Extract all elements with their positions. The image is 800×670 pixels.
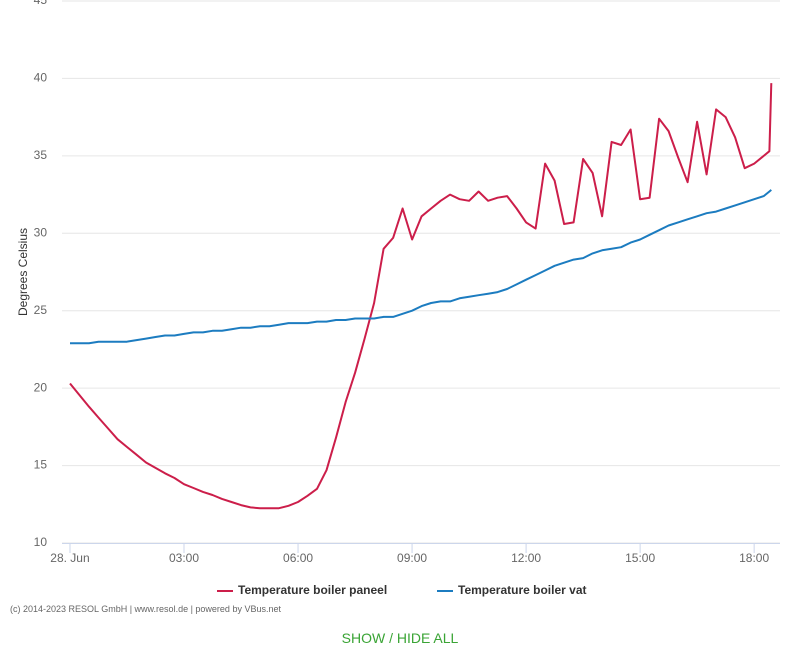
y-tick-label: 40 xyxy=(34,71,48,85)
legend-label[interactable]: Temperature boiler paneel xyxy=(238,583,387,597)
legend-label[interactable]: Temperature boiler vat xyxy=(458,583,586,597)
x-tick-label: 12:00 xyxy=(511,551,541,565)
y-tick-label: 15 xyxy=(34,458,48,472)
series-line xyxy=(70,189,772,345)
series-line xyxy=(69,83,773,510)
y-tick-label: 30 xyxy=(34,225,48,239)
chart: Degrees Celsius 10 15 20 25 30 35 40 45 28. Jun 0… xyxy=(16,0,780,597)
show-hide-all[interactable]: SHOW / HIDE ALL xyxy=(341,630,459,646)
y-tick-label: 45 xyxy=(34,0,48,7)
y-axis-label: Degrees Celsius xyxy=(16,228,30,316)
x-tick-label: 06:00 xyxy=(283,551,313,565)
x-tick-label: 09:00 xyxy=(397,551,427,565)
y-tick-label: 20 xyxy=(34,380,48,394)
y-tick-label: 35 xyxy=(34,148,48,162)
x-tick-label: 15:00 xyxy=(625,551,655,565)
x-tick-label: 28. Jun xyxy=(50,551,89,565)
footer: (c) 2014-2023 RESOL GmbH | www.resol.de … xyxy=(10,604,281,614)
x-tick-label: 18:00 xyxy=(739,551,769,565)
y-tick-label: 10 xyxy=(34,535,48,549)
y-tick-label: 25 xyxy=(34,303,48,317)
x-tick-label: 03:00 xyxy=(169,551,199,565)
